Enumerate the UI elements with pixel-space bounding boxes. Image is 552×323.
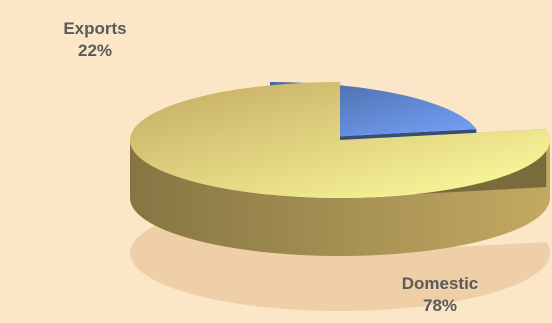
pie-slice-domestic [130, 82, 550, 256]
pie-top-domestic [130, 82, 550, 198]
slice-label-domestic: Domestic 78% [385, 273, 495, 317]
slice-label-exports: Exports 22% [40, 18, 150, 62]
slice-name-domestic: Domestic [401, 274, 479, 293]
slice-value-domestic: 78% [422, 296, 458, 315]
slice-value-exports: 22% [77, 41, 113, 60]
slice-name-exports: Exports [63, 19, 127, 38]
pie-slices [130, 82, 550, 256]
